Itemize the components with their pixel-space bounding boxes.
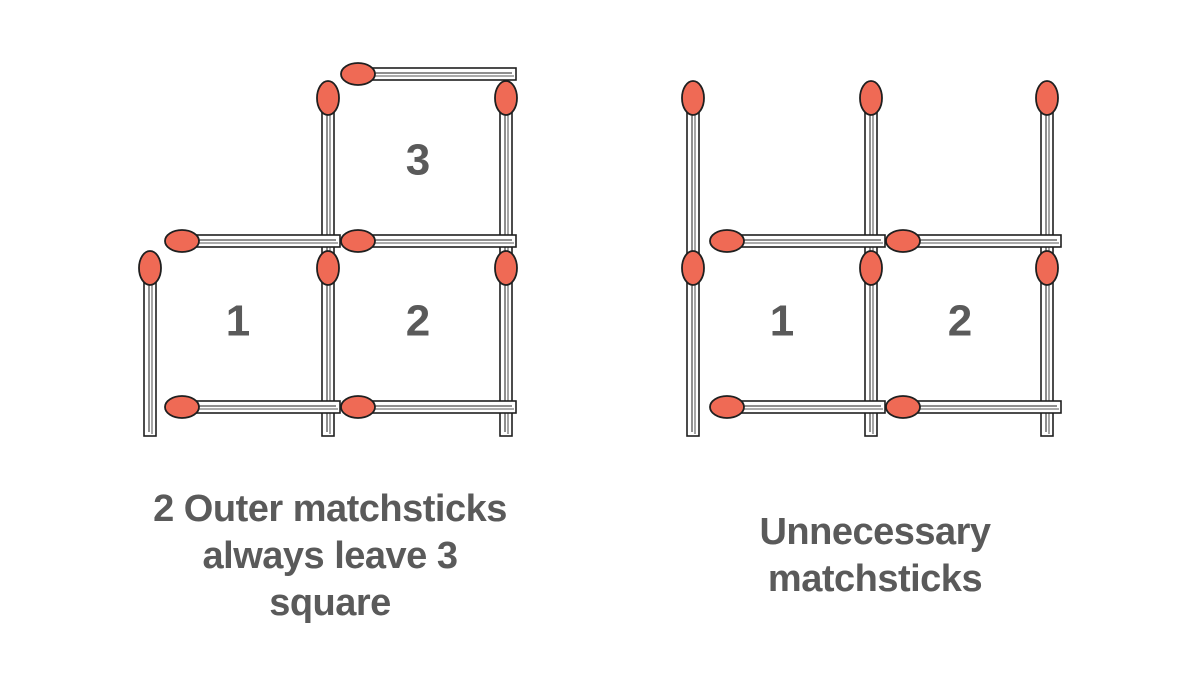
caption-line: Unnecessary <box>759 511 991 553</box>
square-label-2: 2 <box>406 297 430 346</box>
matchstick-icon <box>885 395 1062 419</box>
right-figure: 1 2 <box>681 80 1062 437</box>
caption-line: square <box>269 582 391 624</box>
matchstick-icon <box>340 62 517 86</box>
matchstick-icon <box>681 80 705 267</box>
square-label-3: 3 <box>406 136 430 185</box>
matchstick-icon <box>709 229 886 253</box>
right-caption: Unnecessary matchsticks <box>640 509 1110 603</box>
matchstick-icon <box>138 250 162 437</box>
caption-line: 2 Outer matchsticks <box>153 488 507 530</box>
matchstick-icon <box>885 229 1062 253</box>
caption-line: matchsticks <box>767 558 983 600</box>
left-caption: 2 Outer matchsticks always leave 3 squar… <box>95 486 565 627</box>
caption-line: always leave 3 <box>202 535 459 577</box>
matchstick-icon <box>164 229 341 253</box>
square-label-1: 1 <box>226 297 250 346</box>
matchstick-icon <box>340 229 517 253</box>
square-label-1: 1 <box>770 297 794 346</box>
left-figure: 1 2 3 <box>138 62 518 437</box>
square-label-2: 2 <box>948 297 972 346</box>
matchstick-icon <box>164 395 341 419</box>
matchstick-icon <box>681 250 705 437</box>
matchstick-icon <box>709 395 886 419</box>
matchstick-icon <box>340 395 517 419</box>
